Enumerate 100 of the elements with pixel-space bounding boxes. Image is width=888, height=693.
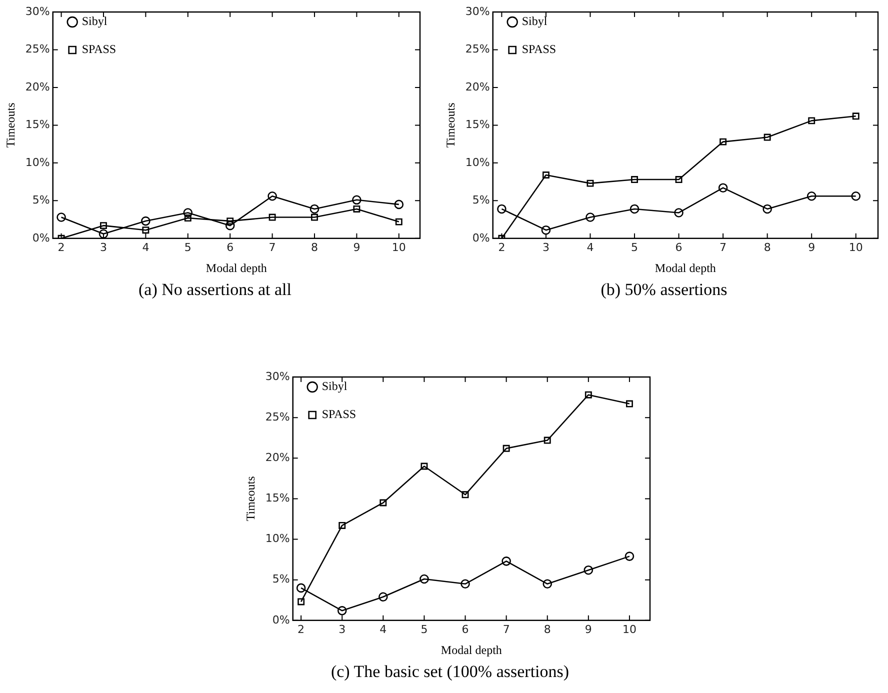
y-tick-label: 30%: [465, 4, 490, 18]
point: [100, 222, 107, 230]
y-tick-label: 25%: [25, 42, 50, 56]
x-tick-label: 3: [100, 240, 107, 254]
point: [420, 574, 429, 584]
point: [674, 208, 684, 218]
legend-label: SPASS: [322, 407, 356, 422]
point: [584, 565, 594, 575]
y-tick-label: 5%: [32, 194, 50, 207]
point: [808, 117, 816, 124]
x-tick-label: 9: [808, 240, 816, 254]
y-tick-label: 25%: [465, 42, 490, 56]
legend-label: SPASS: [522, 42, 556, 56]
y-axis-title: Timeouts: [443, 102, 458, 148]
point: [352, 195, 362, 205]
point: [762, 204, 772, 214]
x-tick-label: 8: [544, 622, 551, 636]
x-tick-label: 2: [498, 240, 506, 254]
point: [675, 176, 682, 184]
point: [624, 552, 634, 561]
point: [378, 592, 388, 602]
x-tick-label: 7: [268, 240, 276, 254]
point: [298, 598, 305, 606]
x-tick-label: 4: [142, 240, 150, 254]
x-axis-title: Modal depth: [440, 642, 502, 657]
point: [630, 204, 640, 214]
x-tick-label: 10: [848, 240, 863, 254]
legend-label: Sibyl: [522, 14, 548, 28]
y-tick-label: 0%: [272, 613, 290, 626]
text: (c) The basic set (100% assertions): [330, 662, 570, 682]
y-tick-label: 10%: [465, 156, 490, 169]
point: [338, 522, 346, 529]
x-axis-title: Modal depth: [206, 260, 267, 275]
x-tick-label: 10: [392, 240, 406, 254]
x-tick-label: 6: [462, 622, 469, 636]
y-tick-label: 5%: [472, 194, 490, 207]
legend-label: Sibyl: [82, 14, 108, 28]
point: [311, 214, 318, 221]
point: [542, 579, 552, 589]
y-tick-label: 15%: [465, 118, 490, 132]
point: [502, 556, 511, 566]
point: [718, 183, 728, 192]
x-tick-label: 5: [420, 622, 428, 636]
x-tick-label: 5: [184, 240, 192, 254]
text: (b) 50% assertions: [600, 280, 728, 300]
y-tick-label: 20%: [265, 450, 290, 464]
point: [586, 180, 594, 187]
text: (a) No assertions at all: [138, 280, 292, 300]
y-axis-title: Timeouts: [243, 476, 258, 522]
x-tick-label: 9: [353, 240, 360, 254]
y-tick-label: 0%: [472, 231, 490, 244]
y-tick-label: 30%: [265, 370, 290, 383]
x-tick-label: 5: [631, 240, 638, 254]
point: [296, 583, 306, 593]
point: [806, 191, 816, 201]
point: [462, 491, 469, 498]
point: [420, 462, 428, 470]
point: [395, 218, 402, 226]
point: [337, 606, 347, 616]
point: [142, 226, 150, 234]
x-tick-label: 6: [226, 240, 234, 254]
y-tick-label: 15%: [265, 492, 290, 505]
point: [310, 204, 320, 214]
point: [544, 436, 551, 444]
point: [353, 205, 360, 212]
point: [502, 444, 510, 452]
point: [183, 208, 193, 218]
point: [542, 172, 550, 178]
x-tick-label: 3: [542, 240, 550, 254]
point: [184, 214, 192, 222]
point: [141, 216, 150, 226]
point: [225, 220, 235, 230]
y-axis-title: Timeouts: [3, 102, 18, 148]
point: [851, 191, 861, 201]
y-tick-label: 15%: [25, 118, 50, 132]
point: [720, 138, 727, 146]
x-tick-label: 9: [584, 622, 592, 636]
y-tick-label: 10%: [25, 156, 50, 169]
x-tick-label: 6: [675, 240, 682, 254]
x-tick-label: 7: [720, 240, 727, 254]
y-tick-label: 10%: [265, 532, 290, 546]
x-axis-title: Modal depth: [654, 260, 716, 275]
point: [460, 579, 470, 589]
point: [852, 112, 860, 120]
x-tick-label: 2: [298, 622, 305, 636]
y-tick-label: 5%: [272, 572, 290, 586]
point: [626, 400, 633, 408]
point: [56, 212, 66, 222]
point: [380, 499, 387, 506]
y-tick-label: 30%: [25, 4, 50, 18]
y-tick-label: 20%: [25, 80, 50, 94]
point: [541, 225, 551, 235]
x-tick-label: 7: [502, 622, 510, 636]
point: [268, 214, 276, 221]
point: [631, 176, 638, 184]
point: [586, 212, 595, 222]
legend-label: SPASS: [82, 42, 116, 56]
legend-label: Sibyl: [322, 379, 348, 394]
point: [226, 218, 234, 225]
point: [98, 229, 108, 238]
